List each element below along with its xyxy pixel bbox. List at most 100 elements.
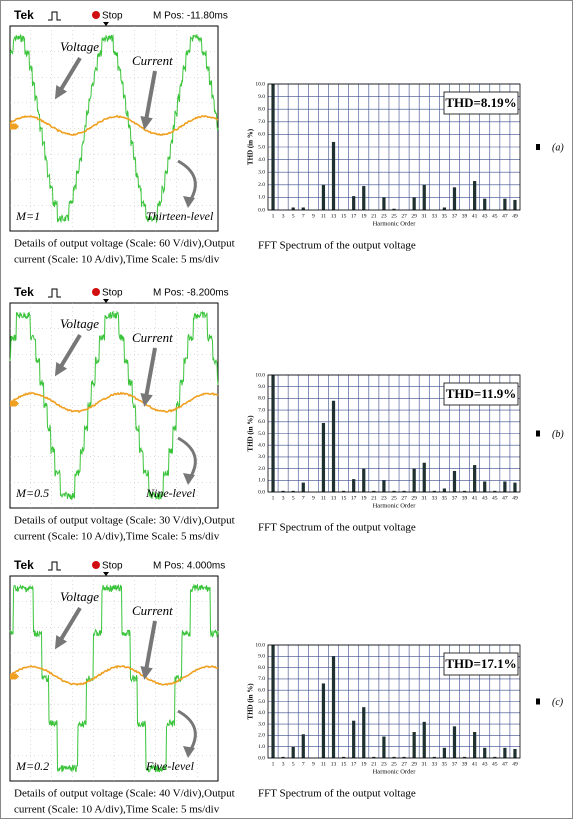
y-tick-label: 6.0 xyxy=(258,419,265,425)
scope-status: Stop xyxy=(102,288,123,299)
voltage-label: Voltage xyxy=(60,316,99,331)
y-tick-label: 6.0 xyxy=(258,132,265,138)
bar xyxy=(483,748,486,758)
bar xyxy=(302,483,305,492)
y-tick-label: 6.0 xyxy=(258,687,265,693)
bar xyxy=(332,656,335,758)
y-tick-label: 0.0 xyxy=(258,207,265,213)
y-tick-label: 10.0 xyxy=(255,642,265,648)
x-tick-label: 27 xyxy=(401,213,407,219)
x-tick-label: 17 xyxy=(351,761,357,767)
bar xyxy=(413,469,416,492)
bar xyxy=(453,187,456,210)
x-tick-label: 39 xyxy=(462,213,468,219)
bar xyxy=(362,469,365,492)
x-tick-label: 11 xyxy=(321,495,327,501)
annotation: THD=11.9% xyxy=(446,386,517,401)
x-tick-label: 25 xyxy=(391,761,397,767)
bar xyxy=(443,748,446,758)
bar xyxy=(423,185,426,210)
bar xyxy=(473,181,476,210)
level-label: Thirteen-level xyxy=(146,209,214,223)
x-tick-label: 13 xyxy=(331,213,337,219)
x-tick-label: 1 xyxy=(272,761,275,767)
x-tick-label: 45 xyxy=(492,761,498,767)
level-label: Five-level xyxy=(145,759,195,773)
x-tick-label: 7 xyxy=(302,761,305,767)
scope-caption: Details of output voltage (Scale: 60 V/d… xyxy=(14,238,235,250)
y-tick-label: 5.0 xyxy=(258,699,265,705)
bar xyxy=(271,84,274,210)
scope-caption: Details of output voltage (Scale: 40 V/d… xyxy=(14,788,235,800)
y-tick-label: 1.0 xyxy=(258,195,265,201)
current-label: Current xyxy=(132,330,173,345)
y-tick-label: 7.0 xyxy=(258,676,265,682)
bar xyxy=(271,375,274,492)
y-tick-label: 10.0 xyxy=(255,372,265,378)
x-tick-label: 19 xyxy=(361,213,367,219)
scope-status: Stop xyxy=(102,11,123,22)
x-tick-label: 25 xyxy=(391,213,397,219)
y-tick-label: 3.0 xyxy=(258,454,265,460)
y-tick-label: 9.0 xyxy=(258,384,265,390)
bar xyxy=(513,483,516,492)
x-tick-label: 37 xyxy=(452,495,458,501)
y-tick-label: 5.0 xyxy=(258,431,265,437)
bar xyxy=(332,401,335,492)
y-tick-label: 2.0 xyxy=(258,733,265,739)
voltage-label: Voltage xyxy=(60,39,99,54)
x-tick-label: 41 xyxy=(472,495,478,501)
x-tick-label: 21 xyxy=(371,761,377,767)
bar xyxy=(382,737,385,758)
y-tick-label: 8.0 xyxy=(258,665,265,671)
x-tick-label: 15 xyxy=(341,761,347,767)
x-tick-label: 17 xyxy=(351,213,357,219)
x-tick-label: 49 xyxy=(512,213,518,219)
bar xyxy=(322,683,325,758)
bar xyxy=(352,479,355,492)
panel-label: (b) xyxy=(552,429,564,440)
x-tick-label: 47 xyxy=(502,213,508,219)
annotation: THD=8.19% xyxy=(445,95,516,110)
x-axis-title: Harmonic Order xyxy=(373,768,417,775)
panel-marker xyxy=(536,431,540,437)
x-tick-label: 39 xyxy=(462,761,468,767)
bar xyxy=(513,749,516,758)
y-tick-label: 1.0 xyxy=(258,478,265,484)
panel-marker xyxy=(536,699,540,705)
x-tick-label: 43 xyxy=(482,213,488,219)
x-tick-label: 43 xyxy=(482,761,488,767)
current-label: Current xyxy=(132,603,173,618)
y-tick-label: 3.0 xyxy=(258,169,265,175)
y-tick-label: 7.0 xyxy=(258,119,265,125)
bar xyxy=(483,481,486,492)
scope-brand: Tek xyxy=(14,285,34,299)
stop-icon xyxy=(92,561,100,569)
bar xyxy=(271,645,274,758)
x-tick-label: 7 xyxy=(302,213,305,219)
y-tick-label: 5.0 xyxy=(258,144,265,150)
voltage-label: Voltage xyxy=(60,589,99,604)
y-tick-label: 3.0 xyxy=(258,721,265,727)
x-tick-label: 29 xyxy=(411,213,417,219)
x-tick-label: 31 xyxy=(421,495,427,501)
x-tick-label: 3 xyxy=(282,213,285,219)
bar xyxy=(322,185,325,210)
bar xyxy=(352,721,355,758)
modulation-label: M=0.5 xyxy=(15,486,49,500)
x-tick-label: 19 xyxy=(361,761,367,767)
x-tick-label: 21 xyxy=(371,495,377,501)
figure: TekStopM Pos: -11.80msVoltageCurrentM=1T… xyxy=(0,0,573,819)
x-tick-label: 35 xyxy=(442,761,448,767)
x-tick-label: 3 xyxy=(282,761,285,767)
scope-caption: current (Scale: 10 A/div),Time Scale: 5 … xyxy=(14,804,220,816)
x-tick-label: 43 xyxy=(482,495,488,501)
x-tick-label: 7 xyxy=(302,495,305,501)
bar xyxy=(453,471,456,492)
x-tick-label: 1 xyxy=(272,213,275,219)
x-tick-label: 47 xyxy=(502,761,508,767)
bar xyxy=(503,748,506,758)
panel-marker xyxy=(536,144,540,150)
x-tick-label: 29 xyxy=(411,495,417,501)
bar xyxy=(423,722,426,758)
